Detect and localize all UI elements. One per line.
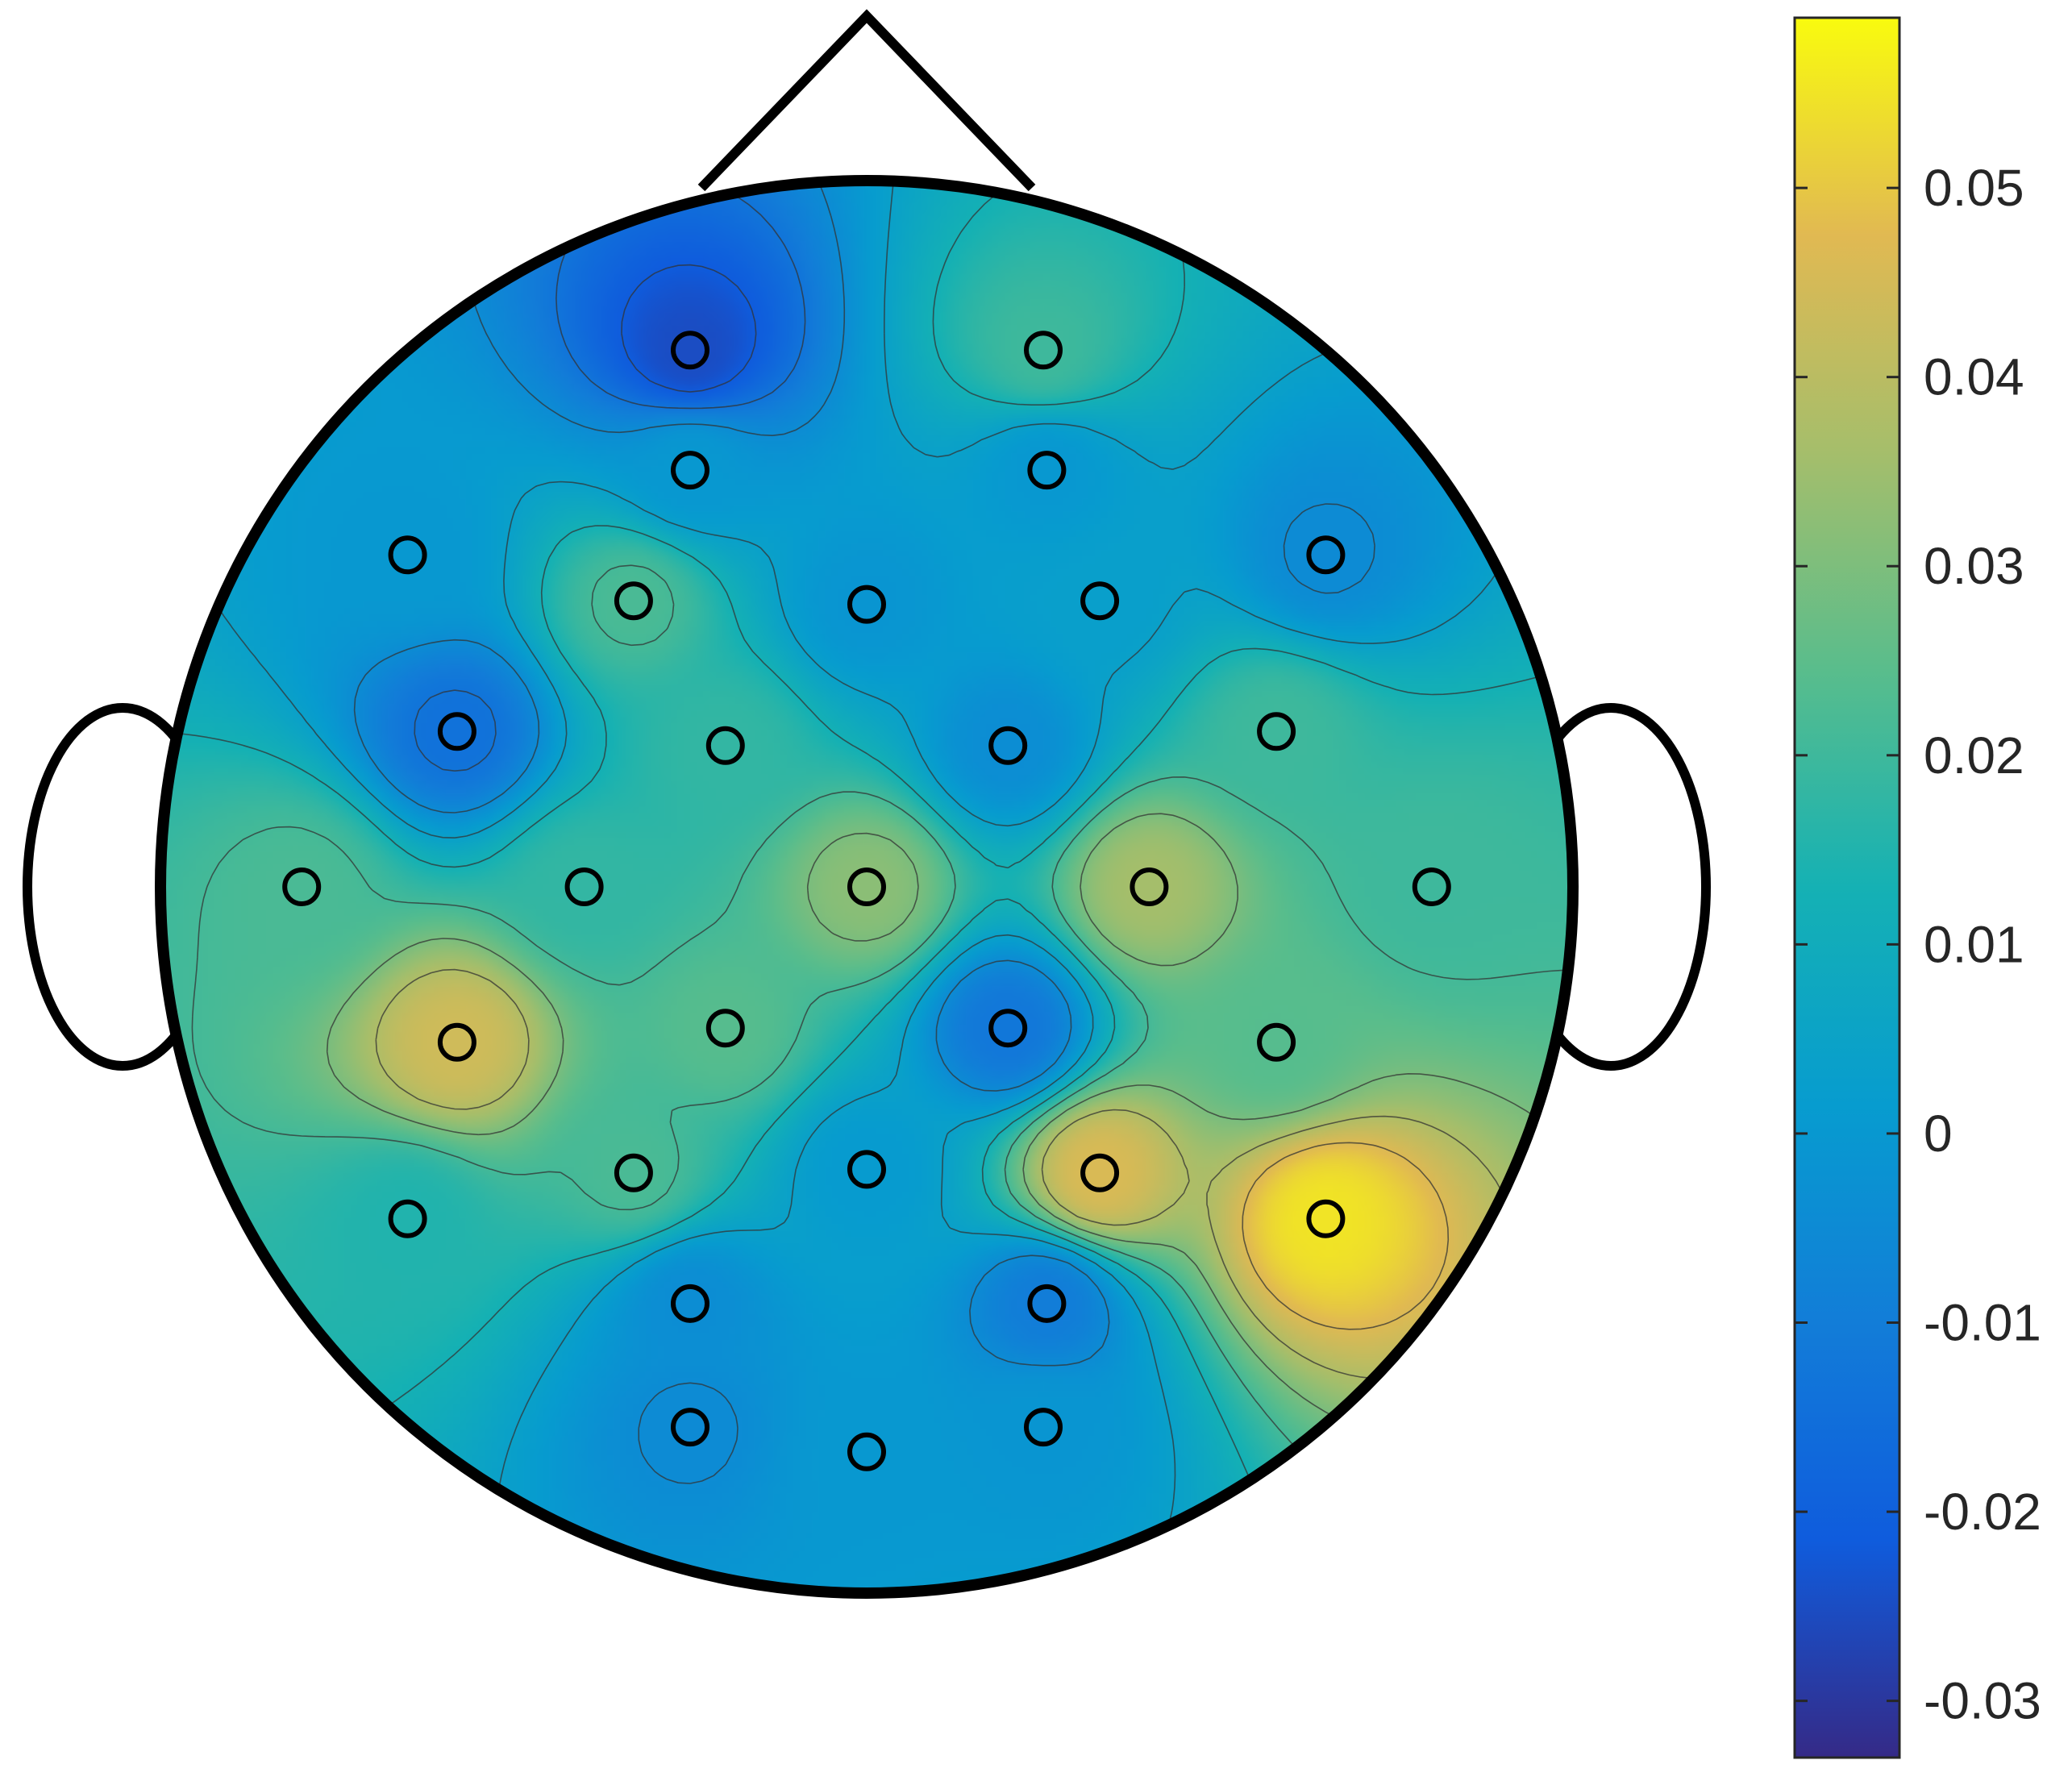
electrode-marker (671, 1408, 709, 1447)
electrode-marker (388, 535, 427, 575)
electrode-marker (705, 1009, 745, 1048)
electrode-marker (1306, 535, 1346, 575)
colorbar-frame (1793, 16, 1901, 1759)
electrode-marker (564, 868, 604, 906)
electrode-marker (1024, 1408, 1063, 1447)
electrode-marker (614, 581, 653, 621)
electrode-marker (1027, 451, 1067, 490)
colorbar-tick-label: 0.01 (1924, 915, 2024, 973)
head-outline (155, 175, 1579, 1599)
colorbar-tick-label: -0.01 (1924, 1294, 2041, 1352)
electrode-marker (988, 726, 1028, 765)
colorbar-tick-label: 0.04 (1924, 348, 2024, 406)
colorbar-gradient (1795, 18, 1899, 1758)
colorbar-ticks: -0.03 -0.02 -0.01 0 0.01 0.02 0.03 0.04 0.05 (1795, 159, 2041, 1730)
electrode-marker (1257, 1022, 1296, 1062)
electrode-marker (1130, 868, 1169, 906)
electrode-marker (671, 451, 709, 490)
electrode-marker (282, 868, 322, 906)
colorbar-tick-label: -0.02 (1924, 1483, 2041, 1541)
colorbar-tick-label: 0.05 (1924, 159, 2024, 217)
electrode-marker (437, 1022, 476, 1062)
electrode-marker (671, 331, 709, 370)
electrode-markers (282, 331, 1451, 1471)
electrode-marker (847, 1150, 886, 1189)
electrode-marker (437, 712, 476, 751)
colorbar-tick-label: 0.02 (1924, 726, 2024, 784)
colorbar-tick-label: -0.03 (1924, 1672, 2041, 1730)
electrode-marker (847, 1432, 886, 1471)
electrode-marker (1257, 712, 1296, 751)
nose-outline (697, 9, 1036, 192)
electrode-marker (847, 585, 886, 624)
electrode-marker (1024, 331, 1063, 370)
electrode-marker (1027, 1284, 1067, 1323)
electrode-marker (1306, 1199, 1346, 1238)
electrode-marker (614, 1153, 653, 1192)
colorbar-tick-label: 0.03 (1924, 537, 2024, 595)
electrode-marker (988, 1009, 1028, 1048)
electrode-marker (705, 726, 745, 765)
electrode-marker (388, 1199, 427, 1238)
colorbar-tick-label: 0 (1924, 1105, 1953, 1163)
electrode-marker (1080, 581, 1120, 621)
electrode-marker (1080, 1153, 1120, 1192)
electrode-marker (1412, 868, 1451, 906)
electrode-marker (847, 868, 886, 906)
electrode-marker (671, 1284, 709, 1323)
